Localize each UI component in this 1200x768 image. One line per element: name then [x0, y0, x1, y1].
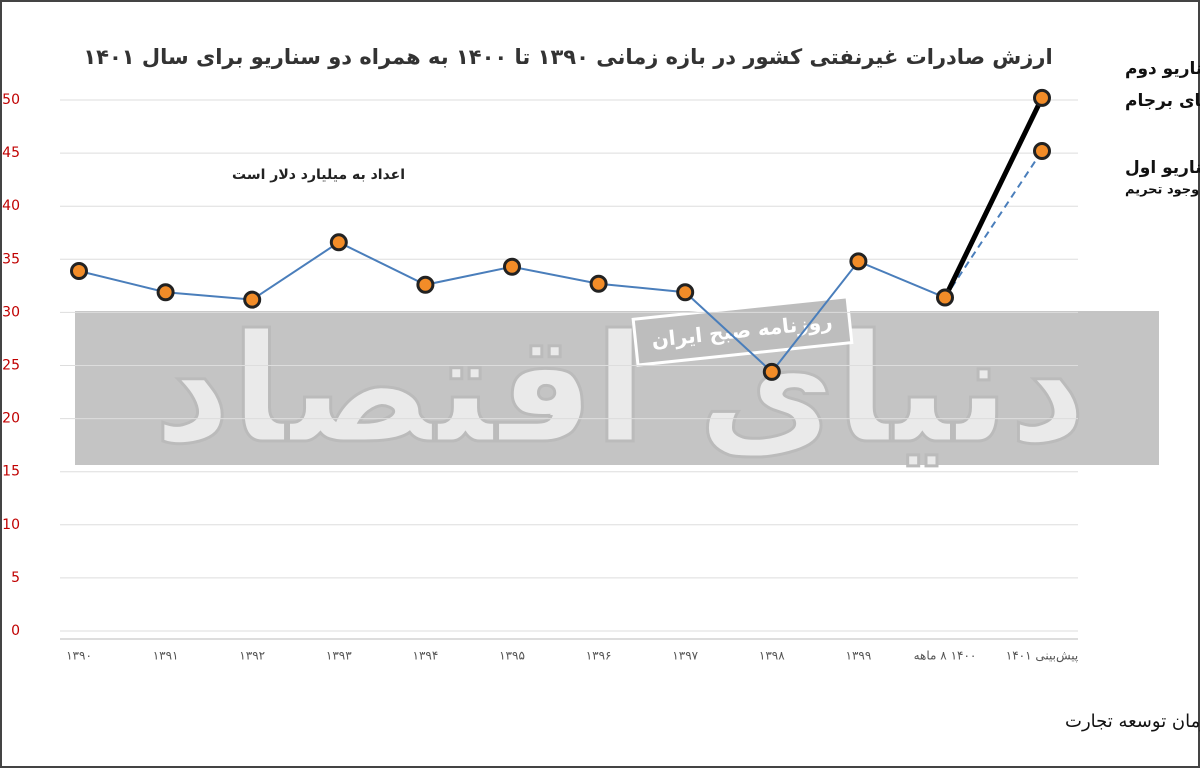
y-tick-label: 30: [2, 304, 20, 320]
marker: [1033, 141, 1051, 160]
y-tick-label: 35: [2, 251, 20, 267]
x-tick-label: ۱۳۹۶: [586, 649, 612, 663]
chart-title: ارزش صادرات غیرنفتی کشور در بازه زمانی ۱…: [83, 45, 1052, 69]
y-tick-label: 45: [2, 145, 20, 161]
marker: [503, 257, 521, 276]
marker: [243, 290, 262, 309]
scenario-note: با وجود تحریم: [1125, 182, 1200, 197]
x-tick-label: ۱۳۹۵: [499, 649, 525, 663]
y-tick-label: 50: [2, 92, 20, 108]
y-tick-label: 0: [11, 623, 20, 639]
source: منبع : سازمان توسعه تجارت: [1065, 711, 1200, 732]
x-tick-label: ۱۳۹۳: [326, 649, 352, 663]
x-tick-label: ۱۳۹۸: [759, 649, 785, 663]
x-tick-label: ۱۳۹۰: [66, 649, 92, 663]
marker: [329, 233, 348, 252]
scenario-label: سناریو اول: [1125, 158, 1200, 178]
marker: [762, 362, 781, 381]
y-tick-label: 10: [2, 517, 20, 533]
y-tick-label: 20: [2, 411, 20, 427]
marker: [156, 283, 175, 302]
subtitle: اعداد به میلیارد دلار است: [232, 167, 405, 183]
marker: [936, 288, 954, 307]
x-tick-label: ۱۳۹۹: [846, 649, 872, 663]
scenario-label: سناریو دوم: [1125, 59, 1200, 79]
x-tick-label: ۱۳۹۴: [413, 649, 439, 663]
x-tick-label: ۱۳۹۱: [153, 649, 179, 663]
scenario-note: با احیای برجام: [1125, 91, 1200, 111]
watermark-band: [75, 311, 1159, 465]
series-line: [944, 150, 1043, 299]
marker: [416, 275, 435, 294]
x-tick-label: ۱۳۹۲: [239, 649, 265, 663]
watermark-badge-box: [631, 295, 854, 367]
marker: [676, 283, 695, 302]
y-tick-label: 25: [2, 358, 20, 374]
y-tick-label: 5: [11, 570, 20, 586]
marker: [849, 252, 868, 271]
marker: [1033, 88, 1051, 107]
y-tick-label: 40: [2, 198, 20, 214]
watermark: دنیای اقتصاد: [154, 303, 1087, 477]
y-tick-label: 15: [2, 464, 20, 480]
series-line: [942, 96, 1045, 299]
marker: [589, 274, 608, 293]
x-tick-label: ۱۴۰۰ ۸ ماهه: [914, 649, 977, 663]
x-tick-label: پیش‌بینی ۱۴۰۱: [1006, 649, 1078, 664]
marker: [70, 261, 88, 280]
x-tick-label: ۱۳۹۷: [672, 649, 698, 663]
